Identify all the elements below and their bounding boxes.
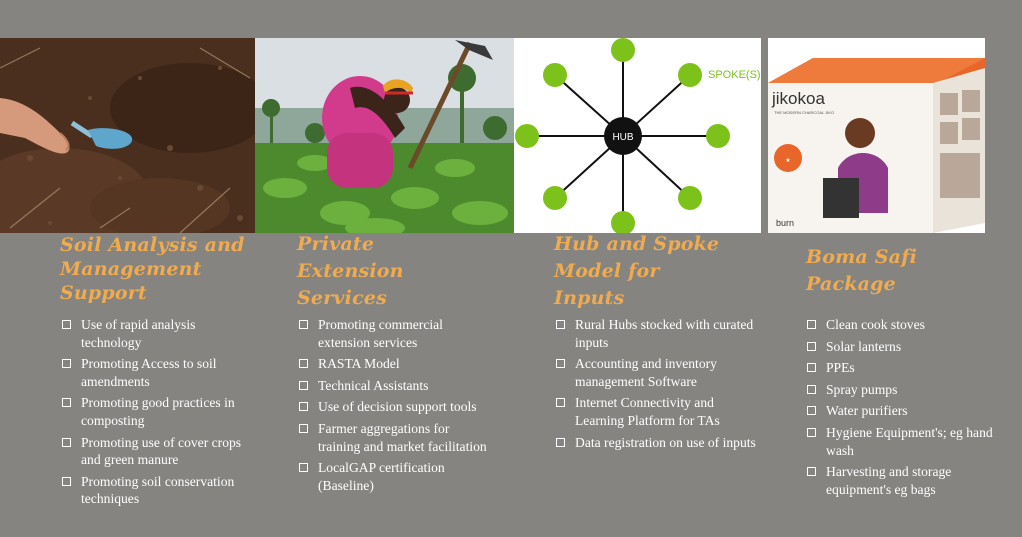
list-item: Hygiene Equipment's; eg hand wash [807,424,1007,459]
column-title-hub: Hub and Spoke Model for Inputs [554,233,720,309]
farmer-photo [255,38,514,233]
tagline-label: THE MODERN CHARCOAL JIKO [774,110,834,115]
checkbox-bullet-icon [62,476,71,486]
column-title-extension: Private Extension Services [297,233,404,309]
list-item: Promoting commercial extension services [299,316,494,351]
checkbox-bullet-icon [62,437,71,447]
hub-label: HUB [612,132,633,143]
list-item: Spray pumps [807,381,1007,399]
checkbox-bullet-icon [299,463,308,473]
extension-bullet-list: Promoting commercial extension services … [299,316,494,498]
hub-bullet-list: Rural Hubs stocked with curated inputs A… [556,316,756,455]
spoke-node [678,63,702,87]
list-item: Use of decision support tools [299,398,494,416]
list-item: Promoting good practices in composting [62,394,252,429]
list-item: LocalGAP certification (Baseline) [299,459,494,494]
list-item: Accounting and inventory management Soft… [556,355,756,390]
spoke-node [611,38,635,62]
column-title-boma: Boma Safi Package [806,246,917,295]
checkbox-bullet-icon [556,359,565,369]
checkbox-bullet-icon [299,380,308,390]
checkbox-bullet-icon [807,363,816,373]
soil-photo [0,38,255,233]
list-item: RASTA Model [299,355,494,373]
list-item: Promoting soil conservation techniques [62,473,252,508]
list-item: Harvesting and storage equipment's eg ba… [807,463,1007,498]
list-item: Data registration on use of inputs [556,434,756,452]
checkbox-bullet-icon [807,384,816,394]
soil-bullet-list: Use of rapid analysis technology Promoti… [62,316,252,512]
spoke-node [515,124,539,148]
checkbox-bullet-icon [556,437,565,447]
checkbox-bullet-icon [299,423,308,433]
checkbox-bullet-icon [299,359,308,369]
hub-spoke-diagram: HUB SPOKE(S) [514,38,761,233]
list-item: Technical Assistants [299,377,494,395]
spoke-label: SPOKE(S) [708,69,761,81]
list-item: Water purifiers [807,402,1007,420]
brand-label: jikokoa [771,89,825,108]
spoke-node [543,186,567,210]
maker-label: burn [776,218,794,228]
checkbox-bullet-icon [807,427,816,437]
spoke-node [611,211,635,233]
checkbox-bullet-icon [807,320,816,329]
boma-bullet-list: Clean cook stoves Solar lanterns PPEs Sp… [807,316,1007,502]
stove-package-photo: ★ jikokoa THE MODERN CHARCOAL JIKO burn [768,38,985,233]
spoke-node [543,63,567,87]
checkbox-bullet-icon [62,359,71,369]
list-item: Rural Hubs stocked with curated inputs [556,316,756,351]
list-item: PPEs [807,359,1007,377]
spoke-node [706,124,730,148]
list-item: Solar lanterns [807,338,1007,356]
list-item: Internet Connectivity and Learning Platf… [556,394,756,429]
checkbox-bullet-icon [62,398,71,408]
checkbox-bullet-icon [807,341,816,351]
checkbox-bullet-icon [556,320,565,329]
list-item: Promoting use of cover crops and green m… [62,434,252,469]
checkbox-bullet-icon [807,467,816,477]
column-title-soil: Soil Analysis and Management Support [60,234,245,304]
checkbox-bullet-icon [807,406,816,416]
list-item: Clean cook stoves [807,316,1007,334]
checkbox-bullet-icon [299,402,308,412]
checkbox-bullet-icon [556,398,565,408]
list-item: Use of rapid analysis technology [62,316,252,351]
checkbox-bullet-icon [299,320,308,329]
svg-text:★: ★ [785,157,790,164]
spoke-node [678,186,702,210]
checkbox-bullet-icon [62,320,71,329]
list-item: Farmer aggregations for training and mar… [299,420,494,455]
hub-node [604,117,642,155]
list-item: Promoting Access to soil amendments [62,355,252,390]
